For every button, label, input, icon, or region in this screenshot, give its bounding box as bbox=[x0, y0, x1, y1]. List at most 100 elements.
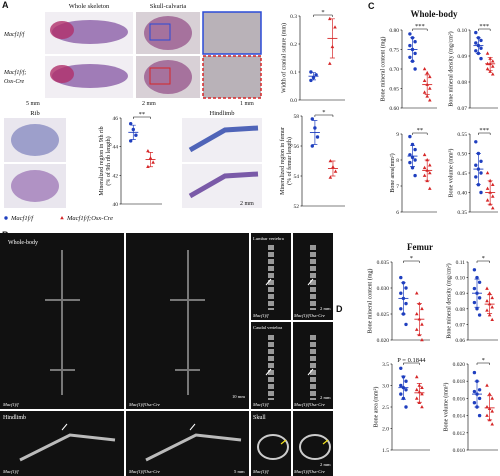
data-point bbox=[477, 396, 482, 401]
data-point bbox=[314, 73, 318, 77]
data-point bbox=[422, 78, 427, 82]
image-title: Lumbar vertebra bbox=[253, 236, 284, 241]
genotype: Macf1f/f; bbox=[3, 69, 26, 76]
data-point bbox=[414, 327, 419, 331]
axis bbox=[401, 134, 437, 213]
axis bbox=[120, 118, 162, 205]
scale-bar: 10 mm bbox=[232, 394, 245, 399]
y-tick-label: 0.016 bbox=[453, 396, 466, 402]
data-point bbox=[404, 286, 408, 290]
data-point bbox=[490, 317, 494, 322]
y-axis-label: Bone mineral content (mg) bbox=[367, 269, 374, 334]
data-point bbox=[420, 385, 424, 389]
data-point bbox=[404, 388, 408, 392]
y-tick-label: 0.2 bbox=[290, 42, 297, 48]
y-axis-label: Bone volume (mm³) bbox=[443, 383, 450, 432]
data-point bbox=[408, 32, 412, 36]
data-point bbox=[488, 69, 492, 73]
data-point bbox=[129, 139, 133, 143]
y-axis-label: Mineralized region in 9th rib bbox=[99, 126, 105, 195]
panel-title: Whole-body bbox=[410, 9, 458, 19]
data-point bbox=[310, 144, 314, 148]
data-point bbox=[474, 163, 478, 167]
error-bar bbox=[487, 395, 493, 421]
hindlimb bbox=[188, 125, 259, 153]
data-point bbox=[315, 135, 320, 139]
data-point bbox=[487, 291, 492, 295]
significance-bracket bbox=[314, 114, 334, 117]
data-point bbox=[428, 171, 432, 175]
scale-bar: 2 mm bbox=[240, 201, 254, 207]
y-tick-label: 52 bbox=[294, 204, 300, 210]
error-bar bbox=[487, 294, 493, 314]
data-point bbox=[485, 383, 489, 387]
limb bbox=[19, 433, 242, 462]
image-title: Whole skeleton bbox=[69, 3, 110, 10]
data-point bbox=[399, 383, 403, 388]
y-tick-label: 46 bbox=[113, 116, 119, 122]
y-tick-label: 9 bbox=[396, 132, 399, 138]
data-point bbox=[404, 379, 408, 383]
y-tick-label: 0.08 bbox=[455, 307, 465, 313]
y-axis-label: Mineralized region in femur bbox=[279, 127, 286, 195]
significance-label: * bbox=[482, 255, 485, 262]
y-tick-label: 6 bbox=[396, 210, 399, 216]
y-tick-label: 0.65 bbox=[389, 87, 399, 93]
data-point bbox=[490, 422, 494, 426]
data-point bbox=[422, 152, 427, 157]
panel-letter: B bbox=[2, 230, 9, 240]
data-point bbox=[485, 51, 490, 55]
panel-a-images bbox=[4, 11, 262, 208]
image-title: Skull-calvaria bbox=[150, 3, 187, 10]
data-point bbox=[428, 163, 432, 167]
y-tick-label: 0.030 bbox=[377, 286, 390, 292]
error-bar bbox=[330, 160, 336, 177]
error-bar bbox=[474, 380, 480, 408]
genotype: Macf1f/f bbox=[2, 402, 19, 407]
significance-bracket bbox=[412, 28, 428, 31]
error-bar bbox=[416, 383, 422, 403]
data-point bbox=[151, 160, 155, 164]
y-tick-label: 0.10 bbox=[457, 28, 467, 34]
y-tick-label: 0.025 bbox=[377, 312, 390, 318]
panel-letter: A bbox=[2, 0, 9, 10]
data-point bbox=[333, 25, 337, 29]
error-bar bbox=[312, 120, 318, 145]
data-point bbox=[410, 166, 415, 170]
data-point bbox=[420, 322, 424, 326]
data-point bbox=[428, 98, 432, 102]
data-point bbox=[490, 194, 495, 198]
data-point bbox=[490, 305, 494, 309]
data-point bbox=[428, 86, 432, 90]
skeleton bbox=[50, 21, 74, 39]
y-tick-label: 0.07 bbox=[457, 106, 467, 112]
axis bbox=[469, 30, 498, 109]
y-tick-label: 0.09 bbox=[457, 54, 467, 60]
error-bar bbox=[130, 124, 136, 140]
error-bar bbox=[474, 278, 480, 308]
genotype: Macf1f/fOsx-Cre bbox=[293, 469, 325, 474]
photo bbox=[182, 118, 262, 162]
data-point bbox=[328, 16, 332, 21]
axis bbox=[469, 134, 498, 213]
legend-label: Macf1f/f bbox=[10, 215, 34, 222]
data-point bbox=[428, 186, 432, 190]
data-point bbox=[408, 160, 412, 165]
data-point bbox=[425, 70, 429, 75]
y-tick-label: 0.3 bbox=[290, 14, 297, 20]
genotype: Macf1f/f bbox=[252, 469, 269, 474]
y-axis-label: Bone mineral density (mg/cm²) bbox=[446, 263, 453, 338]
y-axis-label: Bone mineral content (mg) bbox=[380, 37, 387, 102]
data-point bbox=[328, 159, 333, 163]
data-point bbox=[410, 142, 415, 147]
data-point bbox=[479, 46, 483, 50]
y-axis-label: Bone volume (mm³) bbox=[448, 149, 455, 198]
error-bar bbox=[410, 145, 415, 167]
data-point bbox=[404, 322, 408, 327]
data-point bbox=[413, 40, 417, 44]
data-point bbox=[490, 72, 495, 76]
error-bar bbox=[424, 159, 430, 182]
arrow bbox=[61, 278, 314, 431]
data-point bbox=[399, 291, 403, 295]
